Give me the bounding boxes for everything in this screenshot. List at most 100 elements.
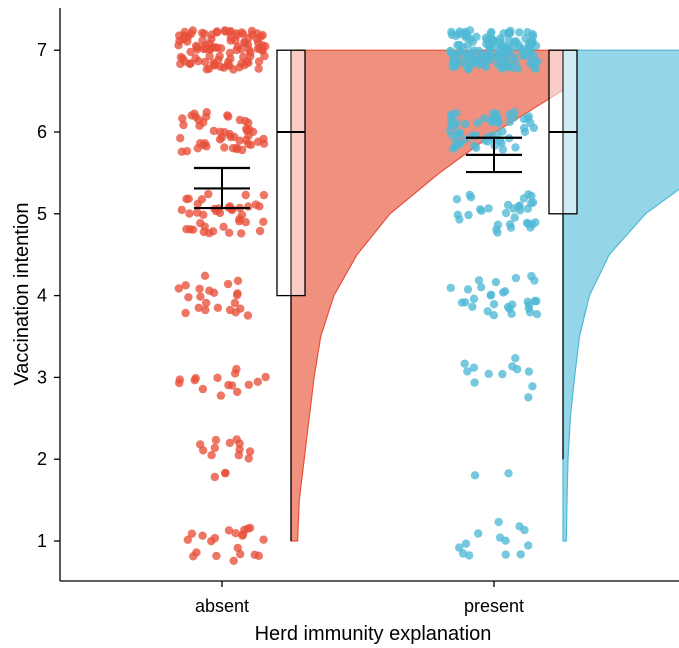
data-point xyxy=(179,120,188,130)
data-point xyxy=(531,63,540,73)
data-point xyxy=(496,34,505,43)
data-point xyxy=(524,190,533,199)
data-point xyxy=(237,229,246,238)
data-point xyxy=(198,531,207,540)
data-point xyxy=(204,189,213,199)
data-point xyxy=(259,190,269,200)
data-point xyxy=(202,142,211,151)
data-point xyxy=(178,114,187,123)
data-point xyxy=(244,380,253,389)
data-point xyxy=(528,198,538,207)
data-point xyxy=(199,118,208,127)
data-point xyxy=(532,310,542,319)
data-point xyxy=(181,308,190,318)
data-point xyxy=(524,367,534,376)
data-point xyxy=(486,291,495,300)
data-point xyxy=(254,64,263,73)
data-point xyxy=(524,300,534,310)
data-point xyxy=(494,48,504,58)
data-point xyxy=(505,220,515,229)
data-point xyxy=(523,28,532,37)
data-point xyxy=(479,60,488,69)
data-point xyxy=(492,225,501,234)
data-point xyxy=(453,130,462,140)
data-point xyxy=(524,541,533,550)
data-point xyxy=(182,225,191,234)
data-point xyxy=(199,446,208,455)
data-point xyxy=(514,40,523,49)
data-point xyxy=(253,38,263,47)
data-point xyxy=(455,139,464,149)
data-point xyxy=(239,30,248,39)
data-point xyxy=(235,214,244,224)
density-cloud-present xyxy=(562,49,679,542)
data-point xyxy=(259,139,269,148)
data-point xyxy=(484,204,493,213)
data-point xyxy=(188,225,198,234)
data-point xyxy=(198,28,207,38)
data-point xyxy=(216,391,226,400)
data-point xyxy=(221,468,230,478)
data-point xyxy=(233,289,242,298)
data-point xyxy=(491,277,501,287)
data-point xyxy=(176,134,185,143)
data-point xyxy=(504,469,513,478)
data-point xyxy=(229,556,238,565)
data-point xyxy=(235,445,244,454)
data-point xyxy=(207,30,216,39)
data-point xyxy=(174,284,183,293)
data-point xyxy=(245,447,255,456)
data-point xyxy=(242,124,251,134)
data-point xyxy=(508,300,517,309)
data-point xyxy=(452,195,462,204)
data-point xyxy=(498,145,507,154)
data-point xyxy=(510,107,519,117)
y-tick-label-2: 2 xyxy=(37,449,47,469)
data-point xyxy=(180,31,189,40)
data-point xyxy=(240,38,250,48)
data-point xyxy=(210,443,219,453)
data-point xyxy=(259,535,268,544)
data-point xyxy=(464,210,473,220)
data-point xyxy=(461,119,470,129)
y-tick-label-6: 6 xyxy=(37,122,47,142)
data-point xyxy=(205,286,214,295)
data-point xyxy=(446,283,455,293)
data-point xyxy=(505,117,515,127)
data-point xyxy=(197,195,207,204)
data-point xyxy=(207,537,216,546)
data-point xyxy=(213,43,222,52)
data-point xyxy=(463,285,473,294)
data-point xyxy=(473,118,482,128)
data-point xyxy=(195,284,204,293)
y-ticks: 1 2 3 4 5 6 7 xyxy=(37,40,60,551)
data-point xyxy=(511,354,520,363)
data-point xyxy=(462,51,471,60)
data-point xyxy=(516,550,525,559)
mean-ci-markers xyxy=(194,136,522,210)
data-point xyxy=(528,382,537,391)
data-point xyxy=(480,114,489,123)
data-point xyxy=(446,46,455,56)
data-point xyxy=(515,28,524,37)
data-point xyxy=(198,384,208,394)
data-point xyxy=(212,551,221,561)
data-point xyxy=(241,190,250,200)
data-point xyxy=(200,271,210,280)
data-point xyxy=(461,539,471,548)
data-point xyxy=(524,393,533,402)
data-point xyxy=(231,529,240,538)
data-point xyxy=(505,29,515,38)
data-point xyxy=(519,115,529,124)
data-point xyxy=(477,283,486,292)
data-point xyxy=(220,128,229,137)
data-point xyxy=(507,309,516,318)
x-tick-label-present: present xyxy=(464,596,524,616)
data-point xyxy=(183,535,192,544)
data-point xyxy=(461,30,470,40)
data-point xyxy=(246,48,255,57)
data-point xyxy=(199,227,209,237)
data-point xyxy=(213,373,222,382)
data-point xyxy=(484,47,494,56)
data-point xyxy=(471,54,480,64)
